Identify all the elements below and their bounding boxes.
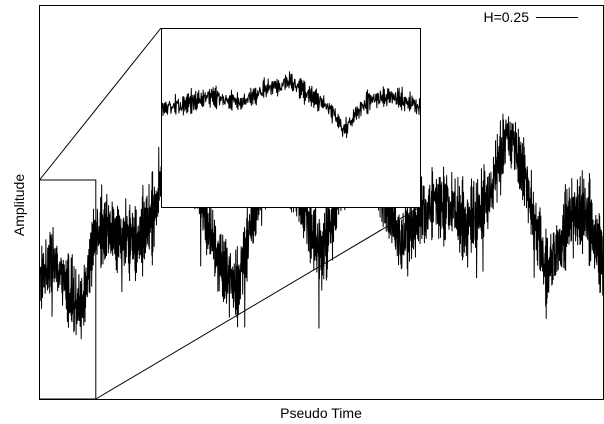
inset-series-line (161, 71, 421, 139)
legend-label: H=0.25 (483, 9, 529, 25)
series-line (39, 105, 604, 340)
zoom-indicator (39, 27, 421, 400)
zoom-connector-top (39, 27, 162, 181)
inset-frame (161, 28, 421, 208)
series-layer (39, 105, 604, 340)
inset-plot (161, 28, 421, 208)
zoom-connector-bottom (95, 206, 421, 400)
x-axis-label: Pseudo Time (280, 405, 362, 421)
legend: H=0.25 (483, 9, 578, 25)
zoom-window (39, 179, 97, 400)
y-axis-label: Amplitude (11, 174, 27, 236)
